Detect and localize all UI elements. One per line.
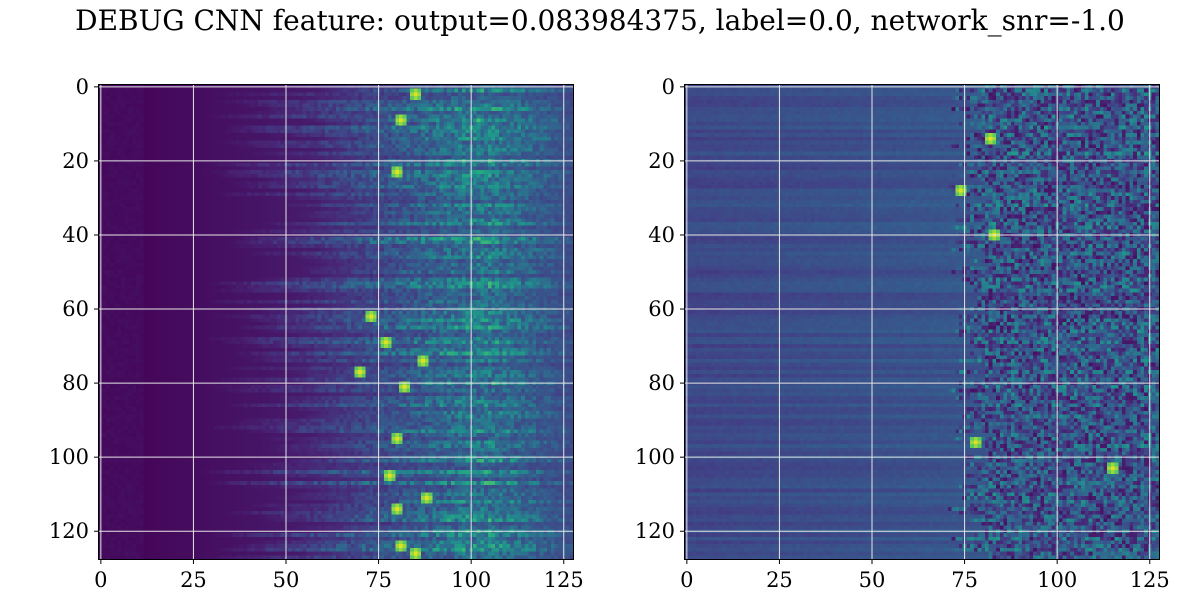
x-tick-label: 0: [680, 568, 693, 592]
heatmap-right-grid: [685, 85, 1159, 559]
figure-title: DEBUG CNN feature: output=0.083984375, l…: [75, 4, 1125, 37]
y-tick-label: 60: [62, 297, 89, 321]
heatmap-left: [98, 84, 574, 560]
heatmap-right-image: [685, 85, 1159, 559]
y-tick-label: 20: [648, 149, 675, 173]
y-tick-label: 80: [62, 371, 89, 395]
y-tick-label: 0: [662, 75, 675, 99]
y-tick-label: 120: [635, 519, 675, 543]
y-tick-label: 100: [49, 445, 89, 469]
y-tick-label: 80: [648, 371, 675, 395]
y-tick-label: 0: [76, 75, 89, 99]
heatmap-right: [684, 84, 1160, 560]
x-tick-label: 50: [859, 568, 886, 592]
x-tick-label: 125: [544, 568, 584, 592]
y-tick-label: 40: [648, 223, 675, 247]
x-tick-label: 25: [766, 568, 793, 592]
y-tick-label: 60: [648, 297, 675, 321]
y-tick-label: 20: [62, 149, 89, 173]
x-tick-label: 0: [94, 568, 107, 592]
heatmap-left-grid: [99, 85, 573, 559]
x-tick-label: 75: [365, 568, 392, 592]
heatmap-left-image: [99, 85, 573, 559]
x-tick-label: 100: [1037, 568, 1077, 592]
x-tick-label: 25: [180, 568, 207, 592]
x-tick-label: 125: [1130, 568, 1170, 592]
x-tick-label: 50: [273, 568, 300, 592]
x-tick-label: 75: [951, 568, 978, 592]
y-tick-label: 100: [635, 445, 675, 469]
y-tick-label: 120: [49, 519, 89, 543]
y-tick-label: 40: [62, 223, 89, 247]
x-tick-label: 100: [451, 568, 491, 592]
